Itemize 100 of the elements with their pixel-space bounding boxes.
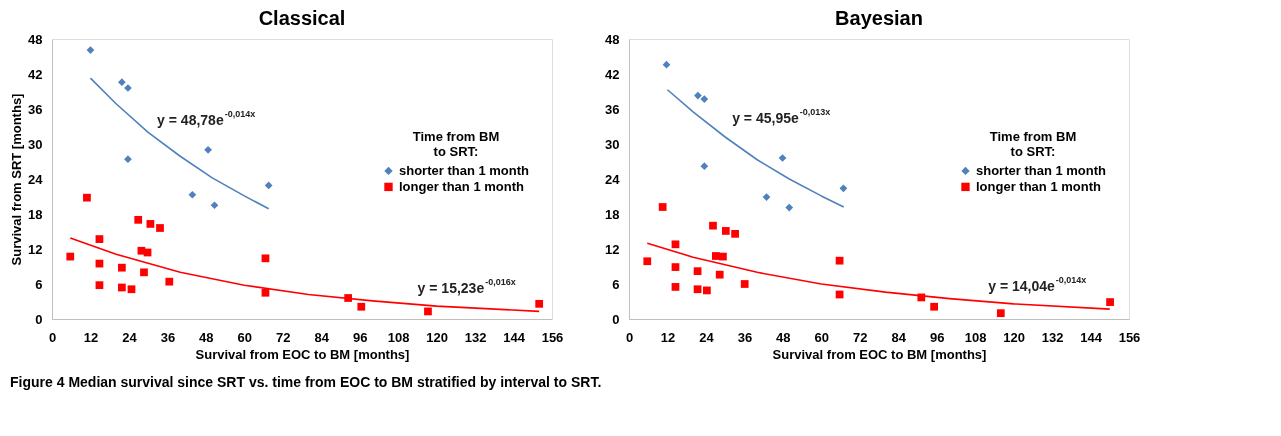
line-series bbox=[666, 88, 845, 208]
x-tick-label: 36 bbox=[737, 329, 753, 345]
x-tick-label: 60 bbox=[814, 329, 830, 345]
y-tick-label: 36 bbox=[605, 101, 620, 117]
x-tick-label: 84 bbox=[314, 329, 330, 345]
x-tick-label: 24 bbox=[699, 329, 715, 345]
legend-title: Time from BM to SRT: bbox=[989, 129, 1077, 160]
legend-label: shorter than 1 month bbox=[399, 162, 530, 178]
y-tick-label: 18 bbox=[605, 206, 620, 222]
x-tick-label: 120 bbox=[1003, 329, 1025, 345]
point bbox=[671, 263, 680, 271]
point bbox=[731, 229, 739, 238]
point bbox=[134, 215, 143, 224]
point bbox=[643, 257, 652, 266]
point bbox=[1106, 298, 1114, 306]
y-tick-label: 30 bbox=[605, 136, 620, 152]
point bbox=[424, 307, 432, 316]
y-tick-label: 24 bbox=[605, 171, 621, 187]
y-tick-label: 6 bbox=[612, 276, 620, 292]
point bbox=[95, 281, 104, 290]
y-tick-label: 0 bbox=[35, 311, 43, 327]
point bbox=[835, 256, 844, 265]
point bbox=[671, 283, 680, 291]
point bbox=[535, 299, 544, 308]
point bbox=[261, 288, 270, 297]
line-series bbox=[646, 242, 1111, 310]
legend-label: longer than 1 month bbox=[976, 178, 1101, 194]
x-axis-title: Survival from EOC to BM [months] bbox=[772, 346, 987, 362]
x-tick-label: 96 bbox=[352, 329, 368, 345]
y-tick-label: 18 bbox=[28, 206, 43, 222]
x-tick-label: 72 bbox=[276, 329, 291, 345]
y-tick-label: 24 bbox=[28, 171, 44, 187]
legend-title: Time from BM to SRT: bbox=[412, 129, 500, 160]
x-tick-label: 120 bbox=[426, 329, 448, 345]
point bbox=[210, 201, 219, 210]
x-axis-title: Survival from EOC to BM [months] bbox=[195, 346, 410, 362]
x-tick-label: 60 bbox=[237, 329, 253, 345]
point bbox=[693, 267, 702, 276]
point bbox=[839, 184, 848, 193]
caption: Figure 4 Median survival since SRT vs. time from EOC to BM stratified by interval to SRT. bbox=[10, 373, 602, 390]
y-tick-label: 48 bbox=[605, 31, 620, 47]
x-tick-label: 96 bbox=[929, 329, 945, 345]
x-tick-label: 156 bbox=[541, 329, 564, 345]
legend-label: longer than 1 month bbox=[399, 178, 524, 194]
y-tick-label: 12 bbox=[605, 241, 620, 257]
y-tick-label: 36 bbox=[28, 101, 43, 117]
point bbox=[658, 203, 667, 211]
point bbox=[719, 252, 727, 261]
point bbox=[204, 145, 212, 154]
x-tick-label: 72 bbox=[853, 329, 868, 345]
x-tick-label: 12 bbox=[660, 329, 676, 345]
point bbox=[127, 285, 136, 294]
y-tick-label: 6 bbox=[35, 276, 43, 292]
x-tick-label: 84 bbox=[891, 329, 907, 345]
line-series bbox=[69, 237, 540, 313]
x-tick-label: 0 bbox=[48, 329, 57, 345]
x-tick-label: 0 bbox=[625, 329, 634, 345]
point bbox=[785, 203, 794, 212]
y-tick-label: 42 bbox=[605, 66, 620, 82]
point bbox=[711, 252, 720, 260]
y-tick-label: 0 bbox=[612, 311, 620, 327]
point bbox=[118, 283, 126, 292]
point bbox=[693, 285, 702, 294]
x-tick-label: 144 bbox=[503, 329, 526, 345]
point bbox=[694, 91, 702, 100]
y-tick-label: 30 bbox=[28, 136, 43, 152]
point bbox=[662, 60, 671, 69]
point bbox=[700, 162, 709, 171]
point bbox=[996, 309, 1005, 318]
point bbox=[124, 155, 132, 164]
x-tick-label: 132 bbox=[464, 329, 487, 345]
legend-label: shorter than 1 month bbox=[976, 162, 1107, 178]
x-tick-label: 132 bbox=[1041, 329, 1064, 345]
y-axis-title: Survival from SRT [months] bbox=[9, 93, 25, 266]
x-tick-label: 156 bbox=[1118, 329, 1141, 345]
point bbox=[86, 46, 95, 54]
y-tick-label: 42 bbox=[28, 66, 43, 82]
point bbox=[778, 154, 787, 162]
point bbox=[66, 252, 75, 261]
x-tick-label: 108 bbox=[387, 329, 410, 345]
point bbox=[83, 193, 91, 202]
point bbox=[740, 280, 749, 288]
point bbox=[188, 190, 197, 199]
point bbox=[95, 235, 104, 243]
point bbox=[715, 270, 724, 279]
line-series bbox=[89, 77, 270, 210]
x-tick-label: 48 bbox=[199, 329, 214, 345]
point bbox=[146, 220, 155, 228]
point bbox=[762, 193, 771, 201]
point bbox=[671, 240, 680, 249]
point bbox=[156, 224, 164, 232]
point bbox=[165, 277, 174, 286]
point bbox=[357, 302, 366, 311]
x-tick-label: 36 bbox=[160, 329, 176, 345]
point bbox=[264, 181, 273, 190]
point bbox=[118, 78, 126, 87]
y-tick-label: 12 bbox=[28, 241, 43, 257]
x-tick-label: 144 bbox=[1080, 329, 1103, 345]
x-tick-label: 48 bbox=[776, 329, 791, 345]
point bbox=[118, 263, 126, 272]
